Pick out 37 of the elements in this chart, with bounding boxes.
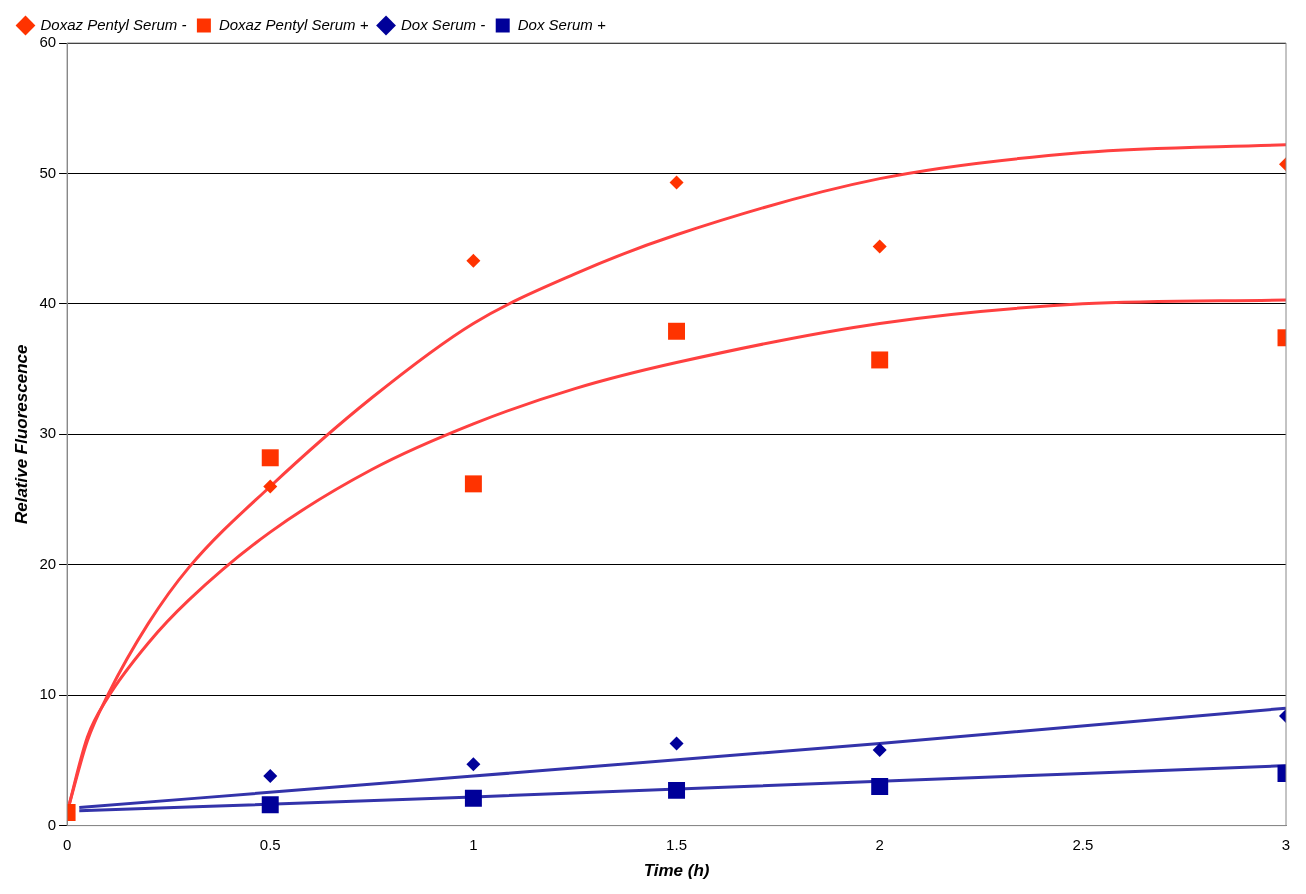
x-tick-label: 2 [875,835,884,853]
point [263,769,278,784]
point [466,253,481,268]
y-tick-label: 30 [39,424,57,442]
point [464,475,482,493]
point [261,449,279,467]
y-tick-label: 10 [39,685,57,703]
y-tick-label: 60 [39,33,57,51]
y-tick-label: 0 [47,815,57,833]
x-tick-label: 2.5 [1072,835,1094,853]
legend-label: Dox Serum + [517,15,606,33]
point [668,781,686,799]
y-tick-label: 20 [39,554,57,572]
x-tick-label: 1 [469,835,478,853]
legend-label: Doxaz Pentyl Serum - [40,15,187,33]
line-series [77,706,1286,810]
point [872,239,887,254]
point [669,736,684,751]
point [263,479,278,494]
point [871,351,889,369]
point [464,789,482,807]
legend-label: Dox Serum - [401,15,486,33]
x-tick-label: 3 [1281,835,1291,853]
point [669,175,684,190]
x-axis-title: Time (h) [643,861,710,881]
y-tick-label: 40 [39,294,57,312]
point [261,796,279,814]
x-tick-label: 1.5 [666,835,687,853]
point [871,777,889,795]
point [466,757,481,772]
x-tick-label: 0 [62,835,72,853]
point [872,742,887,757]
y-tick-label: 50 [39,163,57,181]
y-axis-title: Relative Fluorescence [11,344,31,525]
legend-label: Doxaz Pentyl Serum + [218,15,369,33]
x-tick-label: 0.5 [259,835,281,853]
point [668,322,686,340]
